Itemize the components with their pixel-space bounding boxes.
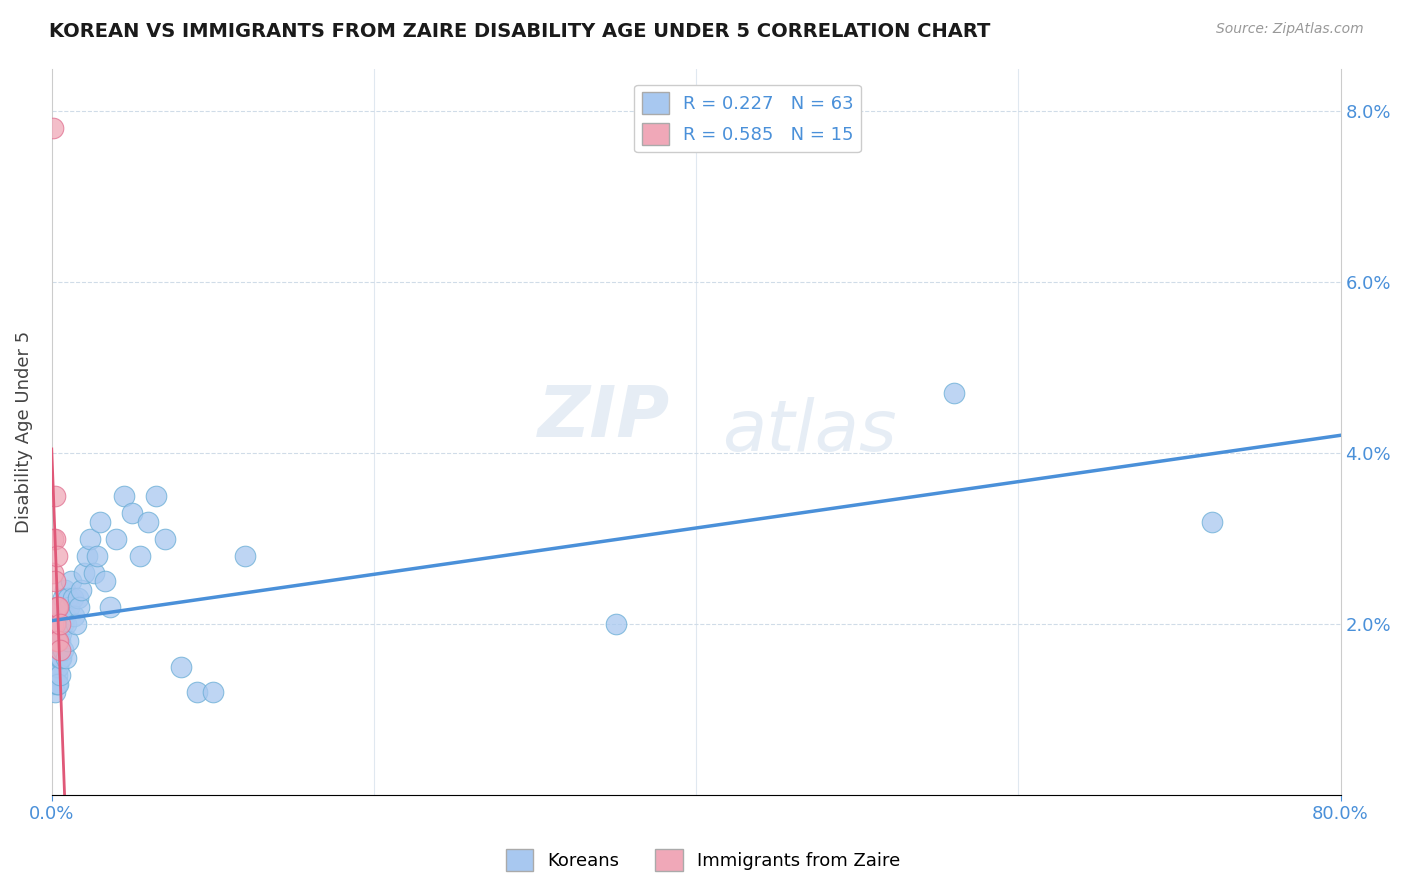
Point [45,651,67,665]
Point [45,677,67,691]
Point [44,574,66,589]
Point [62,591,84,606]
Point [46,642,69,657]
Point [52,591,75,606]
Legend: Koreans, Immigrants from Zaire: Koreans, Immigrants from Zaire [499,842,907,879]
Point [186,685,208,699]
Point [42,617,65,632]
Point [60,574,83,589]
Point [49,651,72,665]
Point [45,549,67,563]
Point [65,617,87,632]
Point [605,617,627,632]
Point [51,625,73,640]
Point [52,642,75,657]
Point [46,600,69,615]
Point [49,642,72,657]
Point [52,617,75,632]
Point [44,634,66,648]
Point [45,668,67,682]
Point [105,532,128,546]
Point [42,566,65,580]
Point [129,549,152,563]
Point [89,515,111,529]
Point [53,608,76,623]
Point [44,617,66,632]
Point [73,566,96,580]
Point [44,532,66,546]
Point [49,668,72,682]
Point [55,651,77,665]
Point [42,532,65,546]
Point [49,634,72,648]
Point [112,489,135,503]
Text: KOREAN VS IMMIGRANTS FROM ZAIRE DISABILITY AGE UNDER 5 CORRELATION CHART: KOREAN VS IMMIGRANTS FROM ZAIRE DISABILI… [49,22,991,41]
Legend: R = 0.227   N = 63, R = 0.585   N = 15: R = 0.227 N = 63, R = 0.585 N = 15 [634,85,860,153]
Point [66,591,89,606]
Point [53,582,76,597]
Point [79,532,101,546]
Point [46,660,69,674]
Point [44,685,66,699]
Point [42,651,65,665]
Point [201,685,224,699]
Point [42,668,65,682]
Point [83,566,105,580]
Point [63,608,86,623]
Point [138,515,160,529]
Point [51,651,73,665]
Point [76,549,98,563]
Point [86,549,108,563]
Point [169,660,191,674]
Point [44,668,66,682]
Point [1201,515,1223,529]
Point [42,677,65,691]
Text: atlas: atlas [721,397,897,467]
Point [45,600,67,615]
Point [98,600,121,615]
Point [44,651,66,665]
Point [51,600,73,615]
Point [55,617,77,632]
Point [58,600,80,615]
Point [45,617,67,632]
Y-axis label: Disability Age Under 5: Disability Age Under 5 [15,331,32,533]
Point [69,582,91,597]
Point [153,532,176,546]
Point [42,121,65,136]
Point [942,386,965,401]
Point [94,574,117,589]
Point [46,634,69,648]
Point [45,634,67,648]
Point [67,600,90,615]
Point [233,549,256,563]
Point [56,591,79,606]
Point [49,608,72,623]
Point [56,634,79,648]
Text: ZIP: ZIP [538,383,671,451]
Point [121,506,143,520]
Point [49,617,72,632]
Point [46,600,69,615]
Text: Source: ZipAtlas.com: Source: ZipAtlas.com [1216,22,1364,37]
Point [46,677,69,691]
Point [145,489,167,503]
Point [46,625,69,640]
Point [44,489,66,503]
Point [45,634,67,648]
